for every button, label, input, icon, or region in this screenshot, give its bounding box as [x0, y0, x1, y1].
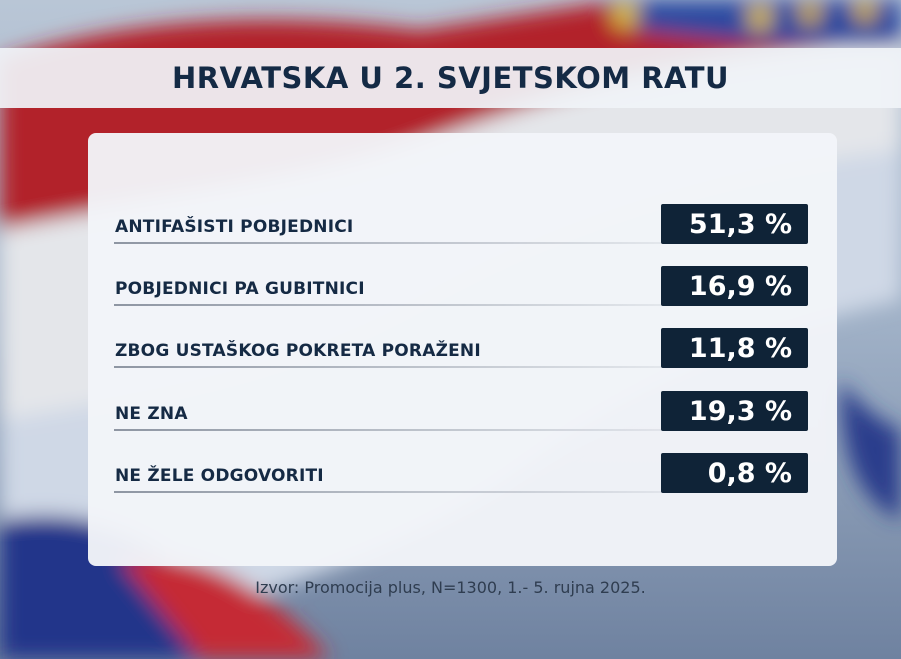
row-underline: [114, 429, 694, 431]
row-label: NE ZNA: [115, 404, 188, 424]
row-value: 51,3 %: [661, 204, 808, 244]
row-underline: [114, 304, 694, 306]
title-band: HRVATSKA U 2. SVJETSKOM RATU: [0, 48, 901, 108]
row-label: POBJEDNICI PA GUBITNICI: [115, 279, 365, 299]
results-panel: ANTIFAŠISTI POBJEDNICI 51,3 % POBJEDNICI P…: [88, 133, 837, 566]
row-value: 19,3 %: [661, 391, 808, 431]
row-value: 16,9 %: [661, 266, 808, 306]
row-label: NE ŽELE ODGOVORITI: [115, 466, 324, 486]
row-label: ANTIFAŠISTI POBJEDNICI: [115, 217, 354, 237]
result-row: NE ŽELE ODGOVORITI 0,8 %: [88, 453, 837, 493]
source-note: Izvor: Promocija plus, N=1300, 1.- 5. ru…: [255, 578, 646, 597]
row-value: 0,8 %: [661, 453, 808, 493]
row-value: 11,8 %: [661, 328, 808, 368]
chart-title: HRVATSKA U 2. SVJETSKOM RATU: [171, 61, 730, 95]
result-row: NE ZNA 19,3 %: [88, 391, 837, 431]
row-underline: [114, 366, 694, 368]
result-row: ZBOG USTAŠKOG POKRETA PORAŽENI 11,8 %: [88, 328, 837, 368]
row-underline: [114, 491, 694, 493]
result-row: POBJEDNICI PA GUBITNICI 16,9 %: [88, 266, 837, 306]
result-row: ANTIFAŠISTI POBJEDNICI 51,3 %: [88, 204, 837, 244]
row-underline: [114, 242, 694, 244]
row-label: ZBOG USTAŠKOG POKRETA PORAŽENI: [115, 341, 481, 361]
